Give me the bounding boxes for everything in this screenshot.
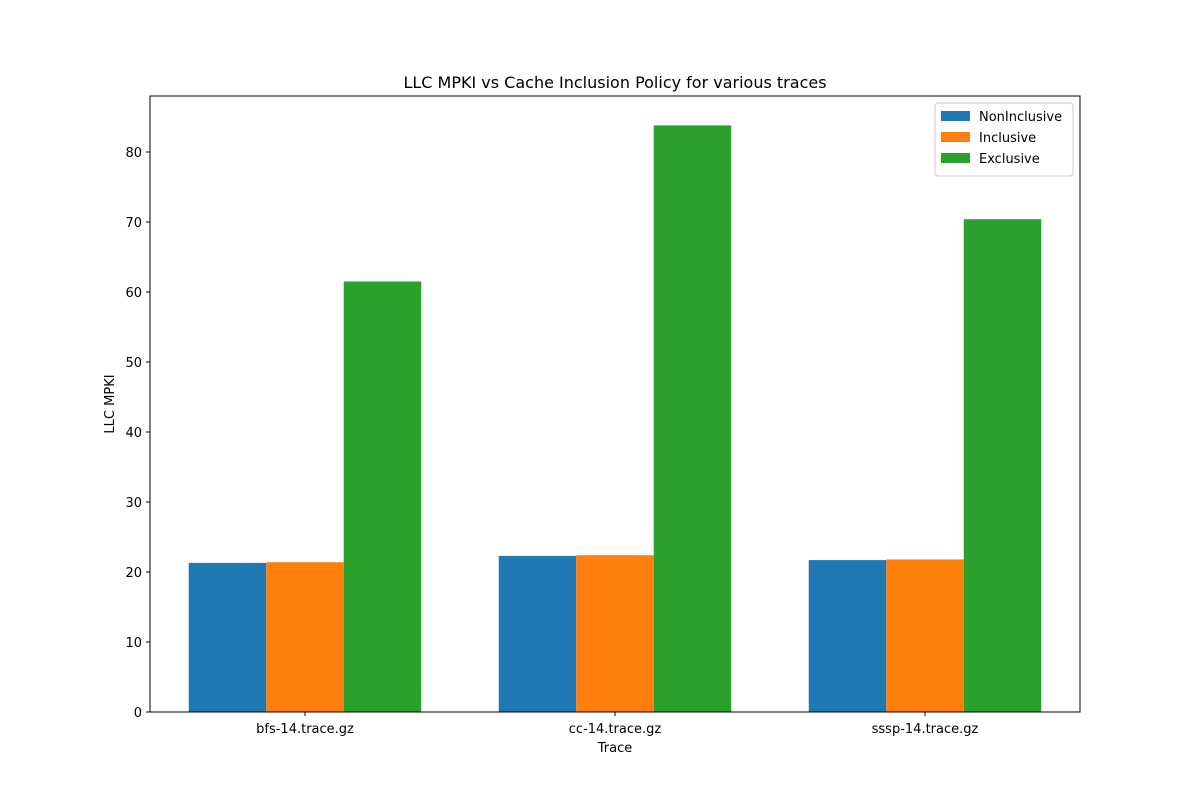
legend: NonInclusive Inclusive Exclusive — [934, 102, 1074, 177]
chart-title: LLC MPKI vs Cache Inclusion Policy for v… — [403, 73, 826, 92]
y-tick-label: 40 — [125, 426, 142, 441]
x-tick-label: bfs-14.trace.gz — [256, 722, 354, 737]
legend-label-inclusive: Inclusive — [979, 131, 1036, 146]
x-axis-label: Trace — [597, 741, 633, 756]
bar-inclusive-0 — [266, 562, 344, 712]
bar-noninclusive-0 — [188, 562, 267, 712]
y-tick-label: 80 — [125, 146, 142, 161]
legend-swatch-noninclusive — [941, 111, 970, 121]
y-tick-label: 30 — [125, 496, 142, 511]
x-axis-ticks: bfs-14.trace.gz cc-14.trace.gz sssp-14.tra… — [256, 712, 979, 737]
legend-label-noninclusive: NonInclusive — [979, 110, 1062, 125]
bar-noninclusive-1 — [498, 555, 577, 712]
bar-exclusive-1 — [653, 125, 732, 712]
bar-noninclusive-2 — [808, 560, 887, 712]
x-tick-label: sssp-14.trace.gz — [872, 722, 979, 737]
bar-exclusive-0 — [343, 281, 422, 712]
y-tick-label: 10 — [125, 636, 142, 651]
legend-swatch-inclusive — [941, 132, 970, 142]
bar-exclusive-2 — [963, 219, 1042, 712]
y-tick-label: 60 — [125, 286, 142, 301]
y-tick-label: 20 — [125, 566, 142, 581]
x-tick-label: cc-14.trace.gz — [569, 722, 662, 737]
bars-layer — [188, 125, 1042, 712]
bar-inclusive-1 — [576, 555, 654, 712]
y-tick-label: 70 — [125, 216, 142, 231]
y-axis-ticks: 0 10 20 30 40 50 60 70 80 — [125, 146, 150, 721]
plot-frame — [149, 95, 1081, 713]
legend-swatch-exclusive — [941, 153, 970, 163]
y-tick-label: 50 — [125, 356, 142, 371]
y-tick-label: 0 — [134, 706, 142, 721]
legend-label-exclusive: Exclusive — [979, 152, 1040, 167]
bar-inclusive-2 — [886, 559, 964, 712]
y-axis-label: LLC MPKI — [103, 374, 118, 433]
